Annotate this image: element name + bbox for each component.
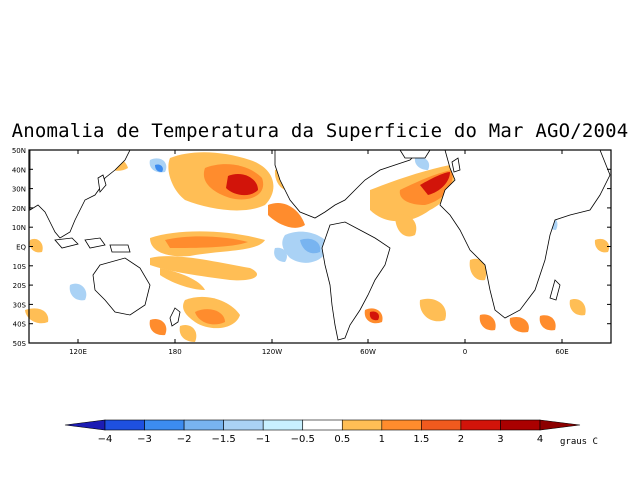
latitude-axis: 50N 40N 30N 20N 10N EQ 10S 20S 30S 40S 5…: [12, 147, 611, 348]
lat-label: 10N: [12, 224, 26, 232]
lat-label: 50S: [13, 340, 27, 348]
lat-label: 20S: [13, 282, 27, 290]
lat-label: 40S: [13, 321, 27, 329]
colorbar-label: 2: [458, 434, 464, 445]
colorbar-box: [421, 419, 462, 431]
lon-label: 120W: [262, 348, 282, 356]
lon-label: 0: [463, 348, 467, 356]
colorbar-box: [223, 419, 264, 431]
lon-label: 60W: [360, 348, 376, 356]
colorbar-arrow-left: [64, 419, 106, 431]
lon-label: 120E: [69, 348, 87, 356]
lat-label: EQ: [16, 244, 26, 252]
colorbar-label: 3: [497, 434, 503, 445]
colorbar-box: [500, 419, 541, 431]
colorbar-label: −2: [177, 434, 192, 445]
colorbar-box: [460, 419, 501, 431]
colorbar-box: [183, 419, 224, 431]
colorbar-label: 0.5: [334, 434, 350, 445]
colorbar-label: −4: [98, 434, 113, 445]
colorbar-label: 4: [537, 434, 543, 445]
colorbar-label: −1.5: [211, 434, 235, 445]
lat-label: 20N: [12, 205, 26, 213]
colorbar-box: [381, 419, 422, 431]
colorbar-box: [144, 419, 185, 431]
lon-label: 180: [168, 348, 181, 356]
colorbar-label: 1.5: [413, 434, 429, 445]
map-title: Anomalia de Temperatura da Superficie do…: [11, 120, 629, 142]
lat-label: 10S: [13, 263, 27, 271]
longitude-axis: 120E 180 120W 60W 0 60E: [69, 150, 569, 356]
lon-label: 60E: [555, 348, 568, 356]
colorbar-box: [302, 419, 343, 431]
colorbar-box: [104, 419, 145, 431]
colorbar-label: 1: [379, 434, 385, 445]
colorbar-arrow-right: [539, 419, 581, 431]
colorbar-box: [262, 419, 304, 431]
colorbar-label: −0.5: [291, 434, 315, 445]
colorbar-label: −1: [256, 434, 271, 445]
colorbar-label: −3: [137, 434, 152, 445]
lat-label: 50N: [12, 147, 26, 155]
colorbar-units: graus C: [560, 437, 598, 447]
lat-label: 30N: [12, 186, 26, 194]
colorbar: −4 −3 −2 −1.5 −1 −0.5 0.5 1 1.5 2 3 4: [64, 419, 581, 445]
coastlines: [29, 149, 611, 341]
colorbar-box: [341, 419, 383, 431]
lat-label: 40N: [12, 166, 26, 174]
lat-label: 30S: [13, 301, 27, 309]
